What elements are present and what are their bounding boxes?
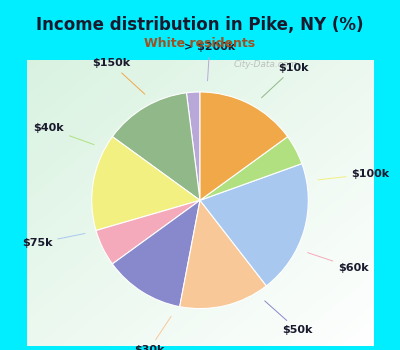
Text: $60k: $60k bbox=[308, 253, 369, 273]
Text: $150k: $150k bbox=[92, 58, 145, 94]
Wedge shape bbox=[200, 92, 288, 200]
Text: $50k: $50k bbox=[265, 301, 313, 335]
Wedge shape bbox=[200, 136, 302, 200]
Text: > $200k: > $200k bbox=[184, 42, 235, 81]
Text: $75k: $75k bbox=[22, 233, 85, 248]
Wedge shape bbox=[92, 136, 200, 231]
Text: $30k: $30k bbox=[134, 316, 171, 350]
Text: $10k: $10k bbox=[262, 63, 309, 98]
Text: White residents: White residents bbox=[144, 37, 256, 50]
Text: City-Data.com: City-Data.com bbox=[234, 60, 298, 69]
Wedge shape bbox=[96, 200, 200, 264]
Wedge shape bbox=[186, 92, 200, 200]
Text: $40k: $40k bbox=[34, 123, 94, 145]
Wedge shape bbox=[112, 200, 200, 307]
Text: Income distribution in Pike, NY (%): Income distribution in Pike, NY (%) bbox=[36, 16, 364, 34]
Text: $100k: $100k bbox=[318, 169, 390, 180]
Wedge shape bbox=[200, 163, 308, 286]
Wedge shape bbox=[112, 93, 200, 200]
Wedge shape bbox=[180, 200, 266, 309]
